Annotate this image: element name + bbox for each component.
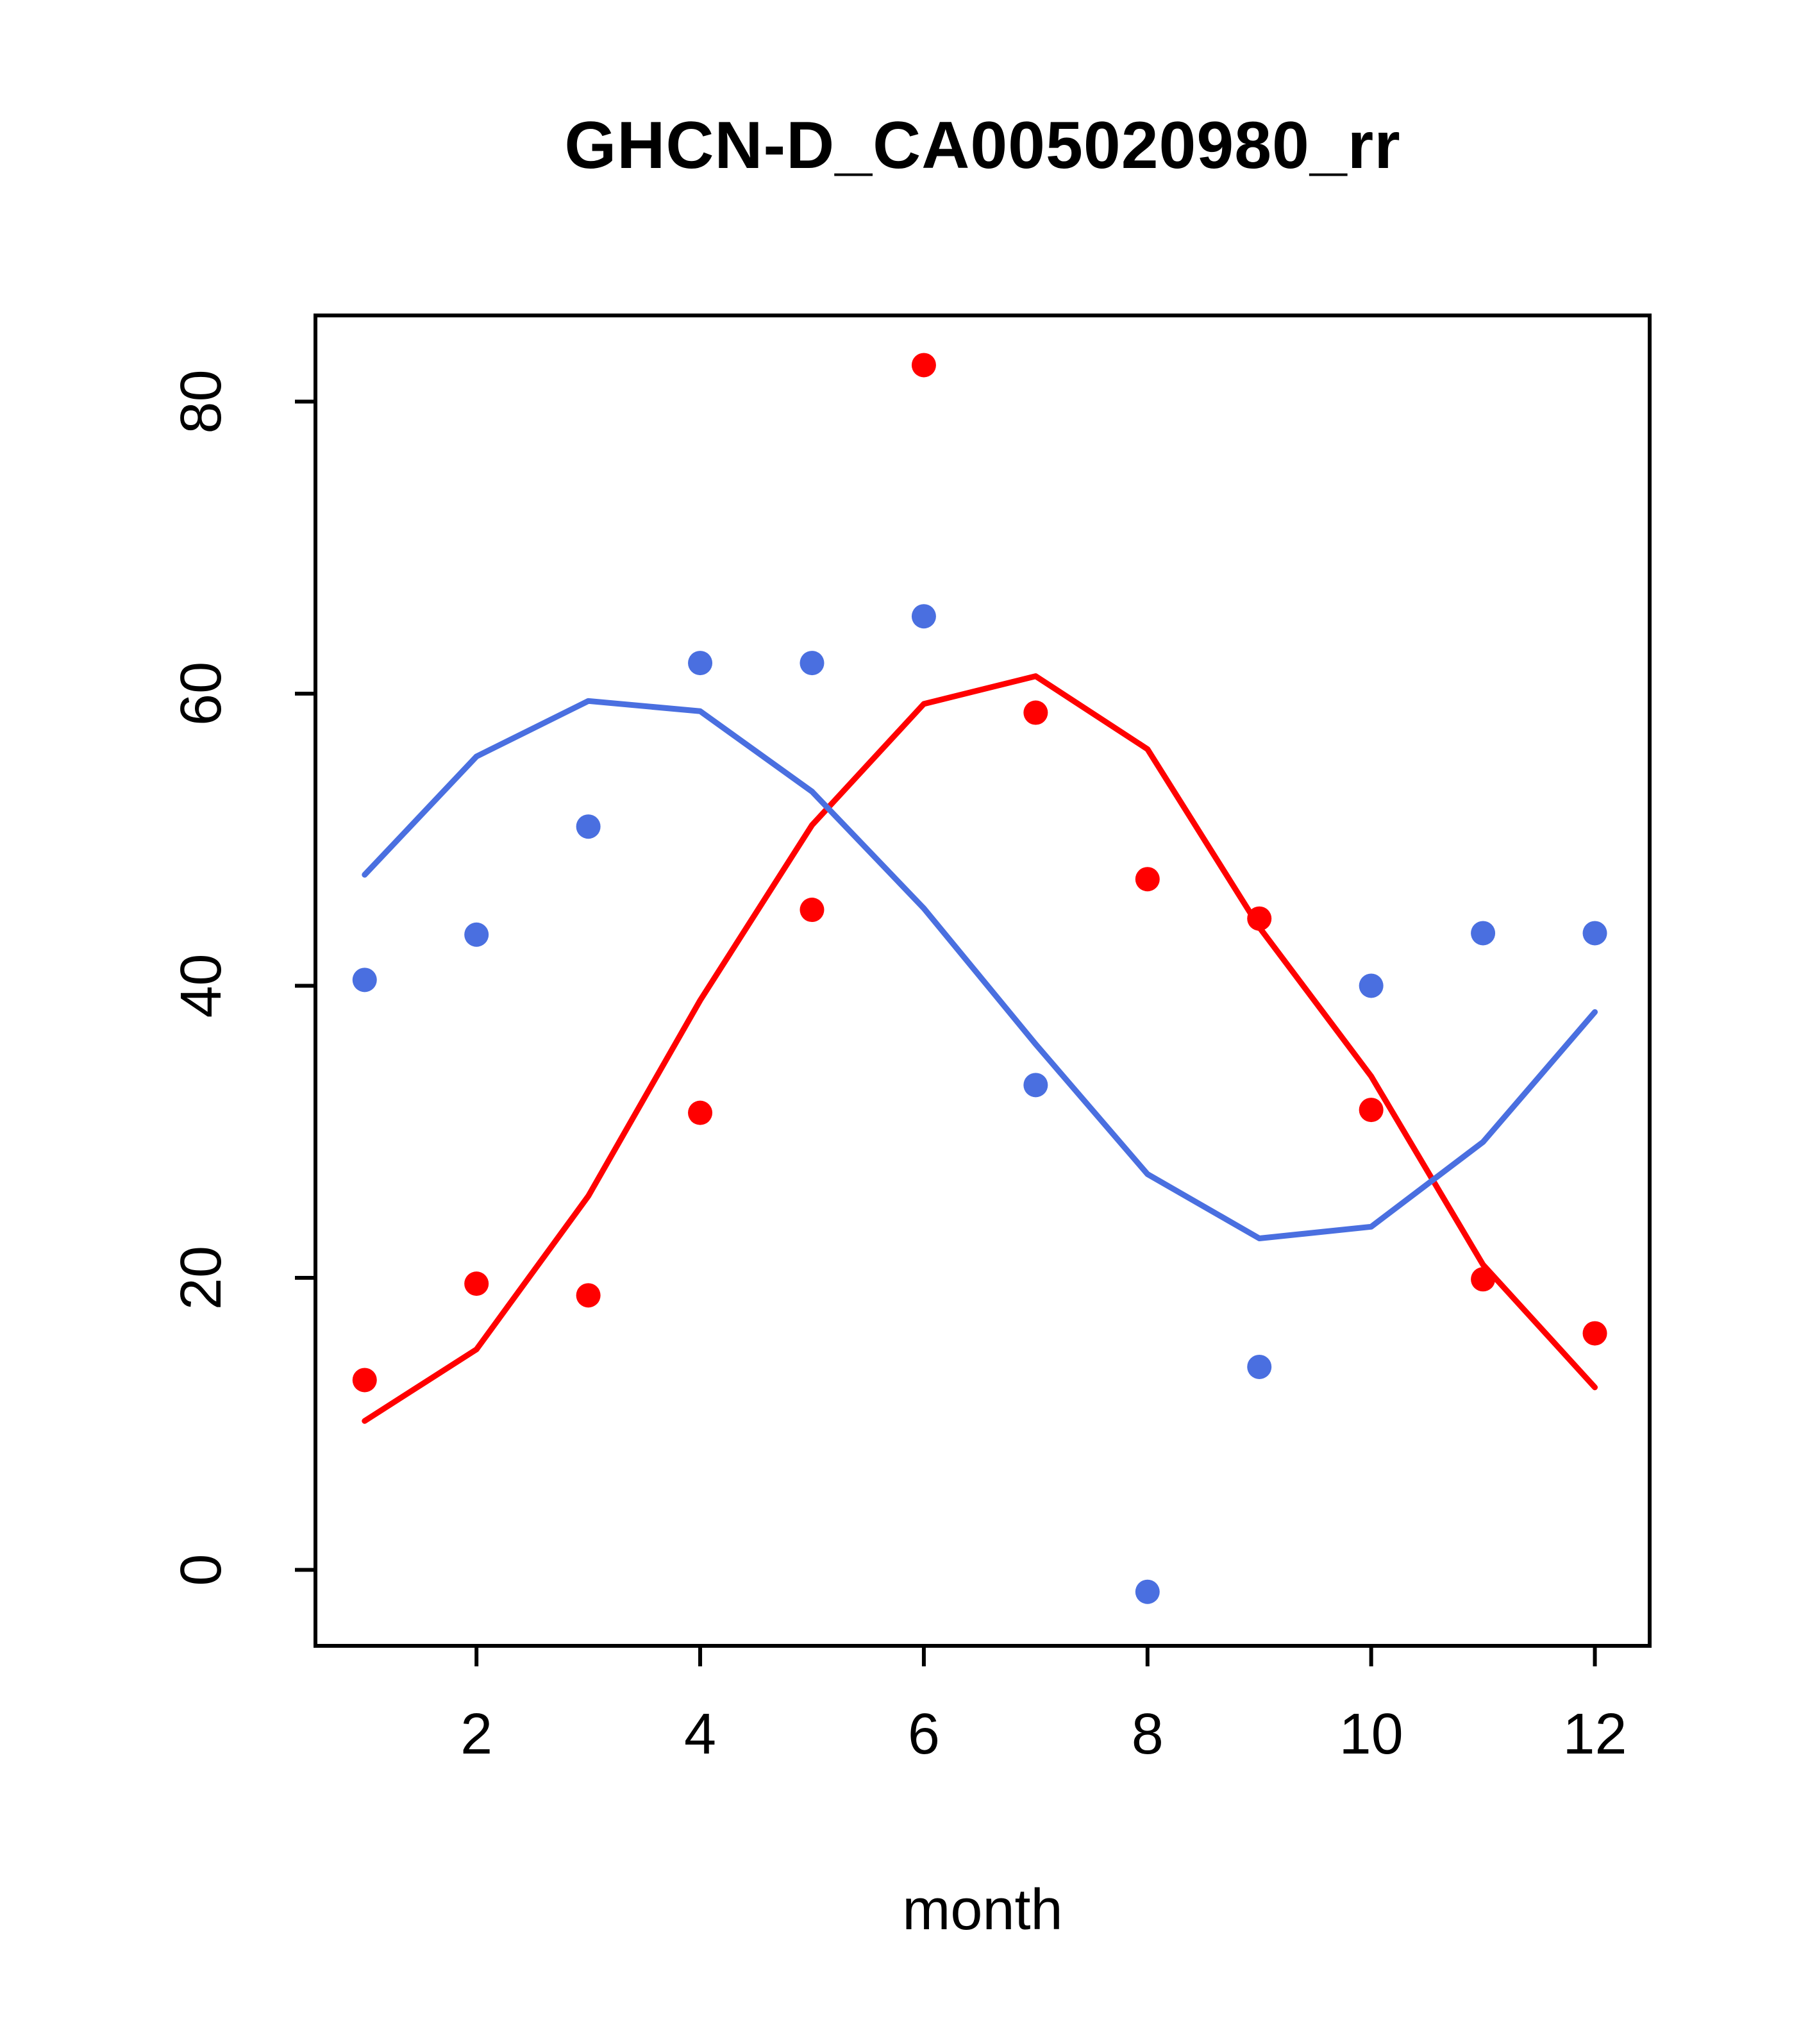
blue-points-marker [1135, 1579, 1160, 1604]
y-tick-label: 0 [169, 1554, 233, 1586]
red-points-marker [1247, 906, 1272, 931]
x-axis-label: month [902, 1878, 1063, 1942]
red-points-marker [1135, 867, 1160, 892]
blue-points-marker [688, 651, 713, 676]
red-points-marker [800, 898, 825, 923]
red-points-marker [1359, 1098, 1384, 1123]
red-points-marker [576, 1283, 601, 1308]
red-points-marker [688, 1100, 713, 1125]
x-tick-label: 4 [684, 1702, 716, 1766]
x-tick-label: 10 [1339, 1702, 1403, 1766]
blue-points-marker [911, 604, 936, 629]
blue-points-marker [1582, 921, 1607, 946]
plot-box [314, 314, 1652, 1648]
blue-points-marker [1359, 973, 1384, 998]
red-points-marker [352, 1368, 377, 1393]
blue-points-marker [1247, 1354, 1272, 1379]
x-tick-label: 12 [1562, 1702, 1627, 1766]
chart-title: GHCN-D_CA005020980_rr [564, 108, 1401, 183]
x-tick-label: 8 [1132, 1702, 1164, 1766]
blue-points-marker [464, 922, 489, 947]
x-tick-label: 2 [460, 1702, 492, 1766]
blue-points-marker [576, 814, 601, 839]
blue-smoothed-line [362, 698, 1598, 1242]
blue-points-marker [800, 651, 825, 676]
y-tick-label: 40 [169, 953, 233, 1018]
blue-points-marker [1471, 921, 1496, 946]
red-smoothed-line [362, 673, 1598, 1424]
y-tick-label: 20 [169, 1246, 233, 1310]
y-tick-label: 80 [169, 369, 233, 433]
red-points-marker [911, 353, 936, 378]
red-points-marker [1471, 1267, 1496, 1292]
red-points-marker [464, 1271, 489, 1296]
red-points-marker [1023, 700, 1048, 725]
x-tick-label: 6 [908, 1702, 940, 1766]
red-points-marker [1582, 1321, 1607, 1346]
blue-points-marker [1023, 1073, 1048, 1098]
y-tick-label: 60 [169, 662, 233, 726]
blue-points-marker [352, 968, 377, 993]
